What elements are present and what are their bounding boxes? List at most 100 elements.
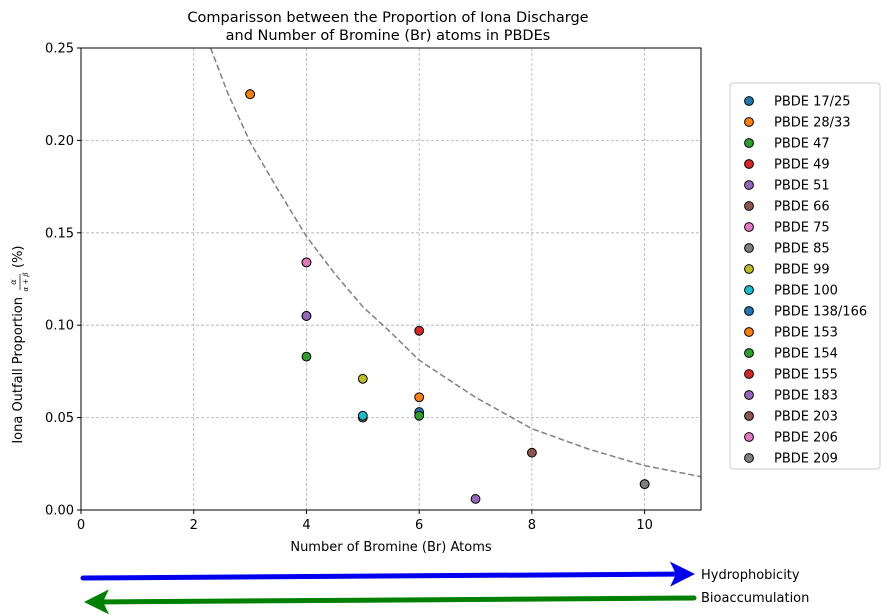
point-pbde-209 [639, 479, 650, 490]
y-tick-label: 0.05 [45, 411, 74, 426]
point-pbde-28-33 [245, 89, 255, 100]
legend-item: PBDE 153 [744, 326, 838, 341]
fit-curve [209, 47, 702, 478]
legend-label: PBDE 66 [774, 200, 830, 215]
chart-title-line2: and Number of Bromine (Br) atoms in PBDE… [226, 28, 551, 44]
x-tick-label: 10 [636, 518, 653, 533]
point-pbde-155 [414, 325, 425, 336]
point-pbde-154 [414, 410, 425, 421]
legend-marker [744, 117, 754, 127]
y-axis-label-text: Iona Outfall Proportion [11, 297, 26, 444]
y-axis-label: Iona Outfall Proportion α α + β (%) [9, 246, 30, 444]
point-pbde-100 [357, 410, 368, 421]
legend-marker [744, 180, 754, 190]
point-pbde-99 [357, 373, 368, 384]
legend-marker [744, 306, 754, 316]
fit-curve-layer [209, 47, 702, 478]
y-tick-label: 0.25 [45, 42, 74, 57]
legend-item: PBDE 155 [744, 368, 838, 383]
legend-label: PBDE 206 [774, 431, 838, 446]
legend-item: PBDE 99 [744, 263, 830, 278]
y-axis-label-formula-num: α [9, 279, 18, 285]
legend-marker [744, 390, 754, 400]
legend-item: PBDE 28/33 [744, 116, 851, 131]
legend-marker [744, 96, 754, 106]
y-tick-label: 0.00 [45, 504, 74, 519]
x-axis-label: Number of Bromine (Br) Atoms [290, 540, 492, 555]
y-axis-label-unit: (%) [11, 246, 26, 269]
point-pbde-153 [414, 392, 425, 403]
bioaccumulation-label: Bioaccumulation [701, 591, 809, 606]
legend-label: PBDE 100 [774, 284, 838, 299]
point-pbde-183 [470, 494, 481, 504]
legend-item: PBDE 75 [744, 221, 830, 236]
legend-item: PBDE 66 [744, 200, 830, 215]
legend-marker [744, 369, 754, 379]
legend-label: PBDE 153 [774, 326, 838, 341]
point-pbde-51 [301, 311, 312, 321]
bioaccumulation-arrow [84, 589, 697, 615]
legend-label: PBDE 85 [774, 242, 830, 257]
legend-frame [729, 82, 881, 470]
legend: PBDE 17/25 PBDE 28/33 PBDE 47 PBDE 49 PBDE 5… [729, 82, 881, 470]
legend-marker [744, 327, 754, 337]
legend-marker [744, 453, 754, 463]
legend-item: PBDE 49 [744, 158, 830, 173]
legend-label: PBDE 17/25 [774, 95, 851, 110]
legend-label: PBDE 47 [774, 137, 830, 152]
x-tick-label: 6 [415, 518, 423, 533]
legend-label: PBDE 154 [774, 347, 838, 362]
legend-item: PBDE 51 [744, 179, 830, 194]
legend-item: PBDE 138/166 [744, 305, 867, 320]
point-pbde-47 [301, 351, 312, 362]
legend-marker [744, 285, 754, 295]
hydrophobicity-label: Hydrophobicity [701, 568, 800, 583]
data-points [245, 89, 650, 504]
hydrophobicity-arrow [80, 561, 695, 587]
legend-marker [744, 264, 754, 274]
legend-label: PBDE 49 [774, 158, 830, 173]
arrows: Hydrophobicity Bioaccumulation [80, 561, 809, 615]
legend-items: PBDE 17/25 PBDE 28/33 PBDE 47 PBDE 49 PBDE 5… [744, 95, 867, 467]
grid [81, 48, 701, 510]
point-pbde-75 [301, 257, 312, 268]
legend-label: PBDE 28/33 [774, 116, 851, 131]
plot-frame [80, 47, 702, 511]
x-tick-label: 2 [190, 518, 198, 533]
legend-label: PBDE 203 [774, 410, 838, 425]
y-ticks: 0.00 0.05 0.10 0.15 0.20 0.25 [45, 42, 81, 519]
legend-marker [744, 201, 754, 211]
legend-label: PBDE 209 [774, 452, 838, 467]
legend-item: PBDE 85 [744, 242, 830, 257]
y-axis-label-formula-den: α + β [22, 272, 30, 291]
legend-marker [744, 138, 754, 148]
x-tick-label: 0 [77, 518, 85, 533]
legend-label: PBDE 183 [774, 389, 838, 404]
legend-item: PBDE 183 [744, 389, 838, 404]
x-tick-label: 8 [528, 518, 536, 533]
x-tick-label: 4 [302, 518, 310, 533]
legend-marker [744, 432, 754, 442]
legend-label: PBDE 51 [774, 179, 830, 194]
legend-marker [744, 411, 754, 421]
legend-item: PBDE 47 [744, 137, 830, 152]
legend-item: PBDE 209 [744, 452, 838, 467]
legend-marker [744, 159, 754, 169]
legend-item: PBDE 206 [744, 431, 838, 446]
legend-label: PBDE 75 [774, 221, 830, 236]
y-tick-label: 0.10 [45, 319, 74, 334]
legend-marker [744, 243, 754, 253]
legend-marker [744, 222, 754, 232]
legend-item: PBDE 154 [744, 347, 838, 362]
legend-label: PBDE 138/166 [774, 305, 867, 320]
y-tick-label: 0.20 [45, 134, 74, 149]
legend-label: PBDE 155 [774, 368, 838, 383]
point-pbde-203 [527, 447, 537, 458]
legend-label: PBDE 99 [774, 263, 830, 278]
legend-item: PBDE 203 [744, 410, 838, 425]
legend-marker [744, 348, 754, 358]
x-ticks: 0 2 4 6 8 10 [77, 510, 653, 533]
legend-item: PBDE 17/25 [744, 95, 851, 110]
y-tick-label: 0.15 [45, 226, 74, 241]
